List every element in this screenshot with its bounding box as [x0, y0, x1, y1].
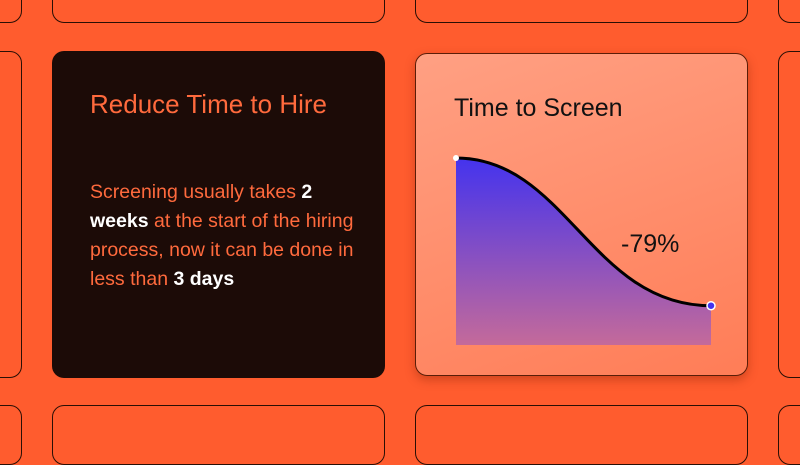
change-label: -79% — [621, 230, 680, 258]
placeholder-card — [52, 405, 385, 465]
info-card: Reduce Time to Hire Screening usually ta… — [52, 51, 385, 378]
chart-title: Time to Screen — [454, 94, 623, 122]
chart-card: Time to Screen -79% — [415, 53, 748, 376]
placeholder-card — [778, 405, 800, 465]
chart-area — [456, 158, 711, 345]
placeholder-card — [778, 0, 800, 23]
body-text: Screening usually takes — [90, 181, 302, 203]
placeholder-card — [0, 51, 22, 378]
highlight-two-weeks: 2 weeks — [90, 181, 313, 232]
placeholder-card — [415, 405, 748, 465]
chart — [453, 155, 716, 345]
start-point — [453, 155, 459, 161]
highlight-three-days: 3 days — [173, 268, 235, 290]
end-point — [706, 300, 716, 311]
placeholder-card — [0, 405, 22, 465]
placeholder-card — [0, 0, 22, 23]
placeholder-card — [415, 0, 748, 23]
placeholder-card — [778, 51, 800, 378]
info-card-title: Reduce Time to Hire — [90, 89, 327, 119]
placeholder-card — [52, 0, 385, 23]
chart-line — [455, 156, 712, 308]
body-text: at the start of the hiring process, now … — [90, 210, 354, 290]
info-card-body: Screening usually takes 2 weeks at the s… — [90, 178, 360, 294]
